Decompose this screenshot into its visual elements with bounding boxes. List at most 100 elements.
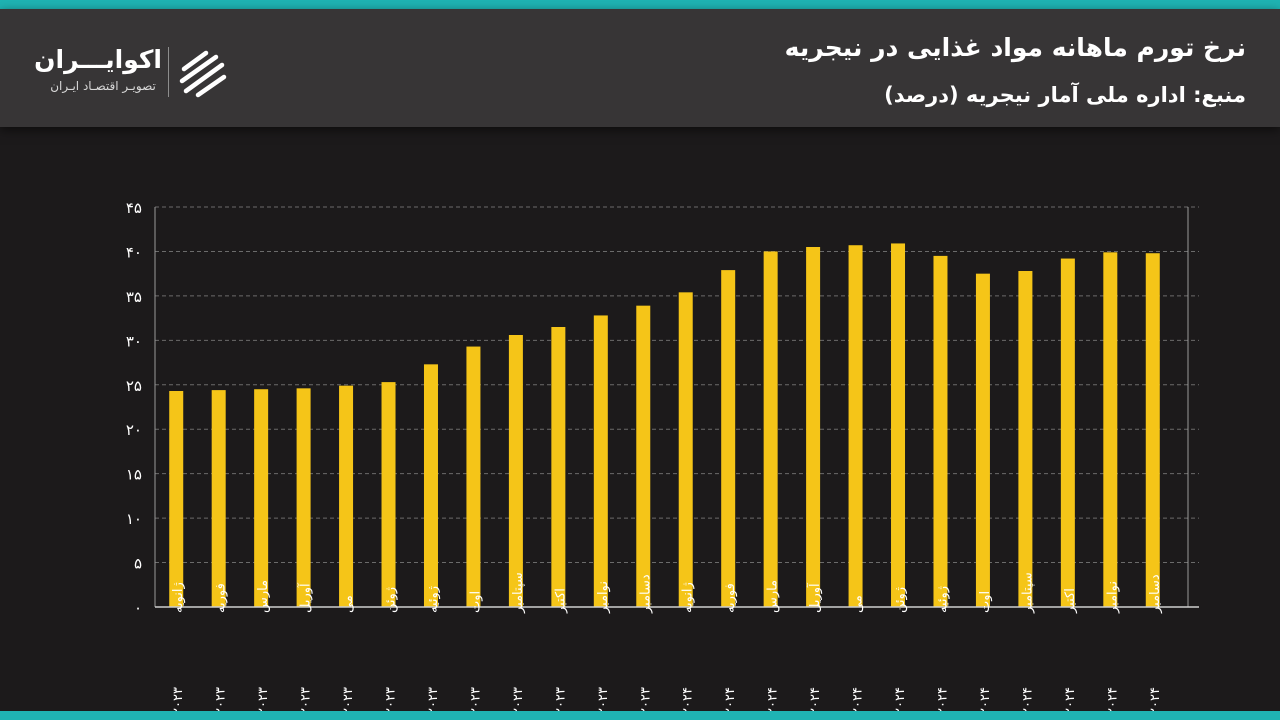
x-tick-label: می ۲۰۲۴	[851, 595, 866, 711]
x-tick-year: ۲۰۲۴	[808, 687, 823, 711]
x-tick-label: دسامبر ۲۰۲۳	[638, 574, 653, 711]
x-tick-label: فوریه ۲۰۲۴	[723, 583, 738, 711]
logo-divider	[168, 47, 169, 97]
x-tick-month: ژانویه	[171, 582, 186, 613]
x-tick-year: ۲۰۲۳	[553, 687, 568, 711]
x-tick-month: آوریل	[806, 582, 823, 613]
bar	[508, 335, 523, 607]
x-tick-month: اوت	[468, 591, 483, 613]
x-tick-year: ۲۰۲۴	[1063, 687, 1078, 711]
x-tick-year: ۲۰۲۴	[723, 687, 738, 711]
x-tick-label: ژانویه ۲۰۲۳	[171, 582, 186, 711]
bar	[1145, 253, 1160, 607]
x-tick-label: ژوئن ۲۰۲۴	[893, 587, 908, 711]
x-tick-labels: ژانویه ۲۰۲۳ فوریه ۲۰۲۳ مارس ۲۰۲۳ آوریل ۲۰۲۳ می ۲۰…	[171, 572, 1163, 711]
x-tick-year: ۲۰۲۴	[1020, 687, 1035, 711]
y-tick-label: ۲۰	[126, 421, 142, 439]
top-accent-stripe	[0, 0, 1280, 9]
bar	[891, 243, 906, 607]
bar	[1018, 271, 1033, 607]
bar	[466, 346, 481, 607]
x-tick-year: ۲۰۲۳	[256, 687, 271, 711]
ecoiran-logo-icon	[179, 50, 227, 98]
bar	[551, 327, 566, 607]
x-tick-month: اوت	[978, 591, 993, 613]
x-tick-label: ژوئیه ۲۰۲۴	[935, 586, 950, 711]
y-tick-label: ۳۵	[126, 288, 142, 306]
x-tick-month: مارس	[766, 580, 781, 613]
y-tick-label: ۴۵	[126, 199, 142, 217]
y-tick-label: ۲۵	[126, 377, 142, 395]
bar	[381, 382, 396, 607]
x-tick-label: مارس ۲۰۲۳	[256, 580, 271, 711]
bar	[975, 273, 990, 607]
x-tick-year: ۲۰۲۴	[766, 687, 781, 711]
x-tick-month: ژوئیه	[426, 586, 441, 613]
x-tick-label: نوامبر ۲۰۲۳	[596, 581, 611, 711]
bar	[593, 315, 608, 607]
bar	[296, 388, 311, 607]
bar	[423, 364, 438, 607]
x-tick-month: ژوئیه	[935, 586, 950, 613]
bar	[169, 391, 184, 607]
x-tick-month: دسامبر	[1148, 574, 1163, 614]
x-tick-year: ۲۰۲۴	[851, 687, 866, 711]
y-tick-label: ۳۰	[126, 332, 142, 350]
x-tick-month: فوریه	[214, 583, 229, 613]
x-tick-year: ۲۰۲۳	[214, 687, 229, 711]
x-tick-month: سپتامبر	[1020, 572, 1035, 614]
x-tick-label: ژانویه ۲۰۲۴	[681, 582, 696, 711]
x-tick-year: ۲۰۲۳	[299, 687, 314, 711]
x-tick-year: ۲۰۲۴	[1105, 687, 1120, 711]
x-tick-label: آوریل ۲۰۲۴	[806, 582, 823, 711]
x-tick-label: سپتامبر ۲۰۲۴	[1020, 572, 1035, 711]
bar	[636, 305, 651, 607]
x-tick-label: دسامبر ۲۰۲۴	[1148, 574, 1163, 711]
brand-tagline: تصویـر اقتصـاد ایـران	[50, 79, 156, 93]
x-tick-month: اکتبر	[553, 588, 568, 614]
x-tick-month: نوامبر	[1105, 581, 1120, 614]
x-tick-year: ۲۰۲۳	[511, 687, 526, 711]
x-tick-label: ژوئن ۲۰۲۳	[384, 587, 399, 711]
x-tick-month: مارس	[256, 580, 271, 613]
x-tick-label: می ۲۰۲۳	[341, 595, 356, 711]
x-tick-label: فوریه ۲۰۲۳	[214, 583, 229, 711]
x-tick-label: آوریل ۲۰۲۳	[297, 582, 314, 711]
axes	[154, 207, 1199, 608]
x-tick-year: ۲۰۲۴	[1148, 687, 1163, 711]
y-tick-label: ۰	[134, 599, 142, 617]
x-tick-month: ژانویه	[681, 582, 696, 613]
x-tick-year: ۲۰۲۴	[978, 687, 993, 711]
header-bar: نرخ تورم ماهانه مواد غذایی در نیجریه منب…	[0, 9, 1280, 127]
bar	[763, 251, 778, 607]
y-tick-label: ۱۵	[126, 466, 142, 484]
x-tick-month: دسامبر	[638, 574, 653, 614]
bar	[933, 255, 948, 607]
y-tick-label: ۵	[134, 555, 142, 573]
x-tick-year: ۲۰۲۳	[426, 687, 441, 711]
x-tick-year: ۲۰۲۳	[384, 687, 399, 711]
grid-lines	[155, 206, 1199, 564]
x-tick-month: ژوئن	[384, 587, 399, 613]
bar	[1103, 252, 1118, 608]
x-tick-year: ۲۰۲۳	[596, 687, 611, 711]
x-tick-year: ۲۰۲۳	[468, 687, 483, 711]
x-tick-month: می	[851, 595, 866, 613]
x-tick-label: ژوئیه ۲۰۲۳	[426, 586, 441, 711]
bottom-accent-stripe	[0, 711, 1280, 720]
x-tick-month: اکتبر	[1063, 588, 1078, 614]
x-tick-year: ۲۰۲۳	[638, 687, 653, 711]
x-tick-year: ۲۰۲۳	[171, 687, 186, 711]
chart-title: نرخ تورم ماهانه مواد غذایی در نیجریه	[784, 33, 1246, 62]
x-tick-label: اوت ۲۰۲۳	[468, 591, 483, 711]
x-tick-year: ۲۰۲۴	[681, 687, 696, 711]
bar	[806, 247, 821, 607]
y-tick-labels: ۰ ۵ ۱۰ ۱۵ ۲۰ ۲۵ ۳۰ ۳۵ ۴۰ ۴۵	[126, 199, 142, 617]
x-tick-month: نوامبر	[596, 581, 611, 614]
x-tick-label: اوت ۲۰۲۴	[978, 591, 993, 711]
x-tick-year: ۲۰۲۳	[341, 687, 356, 711]
x-tick-month: می	[341, 595, 356, 613]
bar	[339, 385, 354, 607]
y-tick-label: ۴۰	[126, 243, 142, 261]
